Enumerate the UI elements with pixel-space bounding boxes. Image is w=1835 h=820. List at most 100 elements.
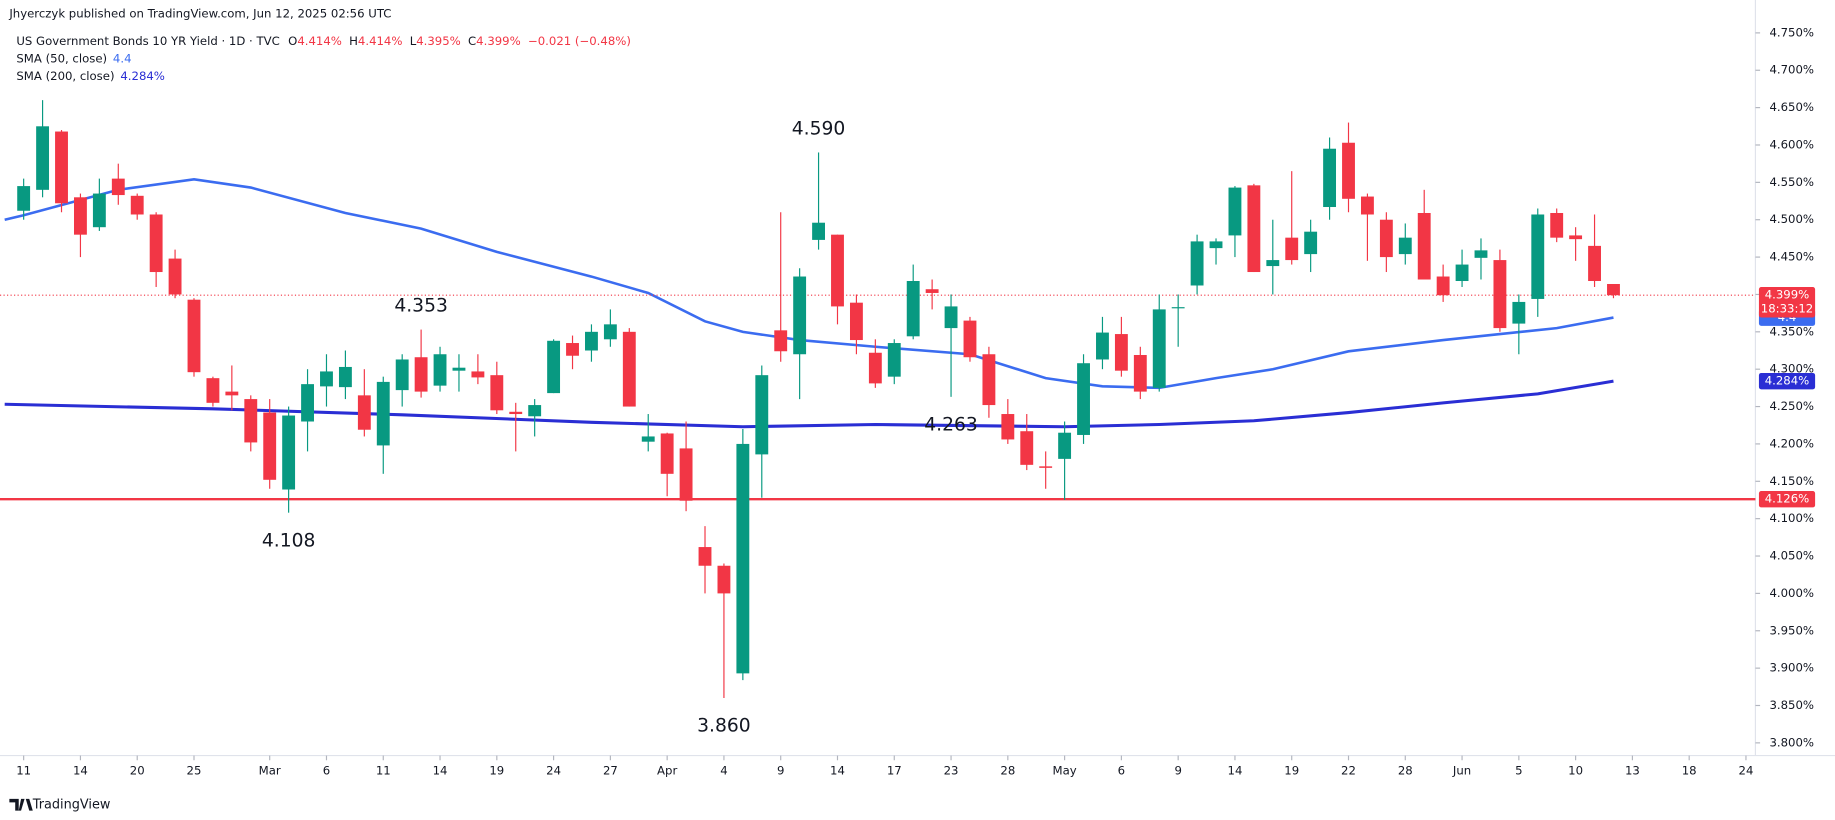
candle-body (1096, 332, 1109, 360)
x-tick-label: 22 (1341, 763, 1356, 777)
y-tick-label: 4.700% (1769, 63, 1814, 77)
x-tick-label: Mar (259, 763, 281, 777)
ohlc-key: C (468, 33, 476, 47)
plot-area (0, 100, 1756, 699)
y-tick-label: 4.750% (1769, 25, 1814, 39)
candle-body (566, 343, 579, 356)
candle-body (1228, 187, 1242, 236)
x-tick-label: 5 (1515, 763, 1522, 777)
candle-body (1512, 301, 1526, 324)
x-tick-label: 19 (1284, 763, 1299, 777)
x-tick-label: 28 (1398, 763, 1413, 777)
price-annotation: 4.108 (262, 530, 316, 551)
candle-body (92, 193, 106, 228)
candle-body (225, 391, 239, 396)
price-annotation: 4.590 (792, 119, 846, 140)
x-tick-label: 14 (73, 763, 88, 777)
ohlc-key: L (410, 33, 417, 47)
brand: TradingView (32, 797, 111, 812)
x-tick-label: 6 (1118, 763, 1125, 777)
candle-body (130, 195, 144, 215)
candle-body (1607, 283, 1620, 296)
y-tick-label: 3.900% (1769, 661, 1814, 675)
candle-body (679, 448, 693, 501)
ohlc-value: 4.395% (416, 33, 461, 47)
y-tick-label: 4.550% (1769, 175, 1814, 189)
candle-body (149, 214, 163, 273)
y-tick-label: 3.850% (1769, 698, 1814, 712)
candle-body (55, 131, 68, 204)
candle-body (736, 443, 750, 674)
x-tick-label: 20 (130, 763, 145, 777)
candle-body (622, 331, 636, 407)
candle-body (244, 399, 258, 443)
x-tick-label: 14 (433, 763, 448, 777)
x-tick-label: 14 (1228, 763, 1243, 777)
sma-name: SMA (200, close) (16, 69, 114, 83)
sma200-box (1758, 372, 1816, 390)
candle-body (547, 340, 561, 394)
candle-body (452, 367, 466, 371)
candle-body (585, 331, 598, 351)
candle-body (357, 395, 371, 430)
candle-body (301, 384, 314, 422)
logo-mark (9, 798, 33, 811)
candle-body (471, 371, 485, 378)
candle-body (1569, 235, 1583, 240)
candle-body (1058, 432, 1072, 459)
price-annotation: 4.263 (924, 414, 978, 435)
y-tick-label: 4.150% (1769, 474, 1814, 488)
candle-body (906, 281, 920, 337)
candle-body (1001, 414, 1015, 440)
sma200-legend: SMA (200, close) 4.284% (16, 69, 165, 83)
ohlc-key: H (349, 33, 358, 47)
candle-body (111, 178, 125, 196)
candle-body (376, 381, 390, 446)
x-tick-label: 24 (546, 763, 561, 777)
candle-body (1493, 260, 1507, 329)
x-tick-label: 23 (944, 763, 959, 777)
candle-body (1304, 231, 1318, 255)
candle-body (1039, 466, 1053, 468)
x-tick-label: 6 (323, 763, 330, 777)
candle-body (717, 565, 731, 594)
ohlc-value: 4.414% (358, 33, 403, 47)
y-tick-label: 3.800% (1769, 735, 1814, 749)
sma-name: SMA (50, close) (16, 51, 107, 65)
candle-body (74, 197, 87, 235)
sma50-legend: SMA (50, close) 4.4 (16, 51, 131, 65)
candle-body (944, 306, 958, 329)
ohlc-key: O (288, 33, 297, 47)
y-tick-label: 4.300% (1769, 362, 1814, 376)
y-tick-label: 4.100% (1769, 511, 1814, 525)
x-tick-label: 10 (1568, 763, 1583, 777)
x-tick-label: Apr (657, 763, 677, 777)
candle-body (338, 366, 352, 388)
last-price-countdown: 18:33:12 (1761, 302, 1813, 316)
y-tick-label: 4.450% (1769, 250, 1814, 264)
candle-body (812, 222, 826, 240)
x-tick-label: 25 (187, 763, 202, 777)
sma200-label: 4.284% (1765, 374, 1810, 388)
candle-body (320, 371, 333, 387)
candle-body (831, 234, 844, 307)
candle-body (1171, 307, 1185, 309)
candle-body (17, 186, 31, 211)
change: −0.021 (−0.48%) (528, 33, 631, 47)
candle-body (1190, 241, 1204, 286)
x-tick-label: 24 (1739, 763, 1754, 777)
candle-body (206, 378, 220, 403)
y-tick-label: 4.500% (1769, 212, 1814, 226)
last-price-label: 4.399% (1765, 288, 1810, 302)
candle-body (793, 276, 807, 355)
last-price-box (1758, 287, 1816, 318)
candle-body (414, 357, 428, 392)
brand-logo: TradingView (9, 797, 110, 812)
candle-body (1152, 309, 1166, 388)
x-tick-label: 14 (830, 763, 845, 777)
candle-body (660, 433, 674, 474)
x-tick-label: 19 (489, 763, 504, 777)
y-tick-label: 4.200% (1769, 436, 1814, 450)
x-tick-label: 27 (603, 763, 618, 777)
